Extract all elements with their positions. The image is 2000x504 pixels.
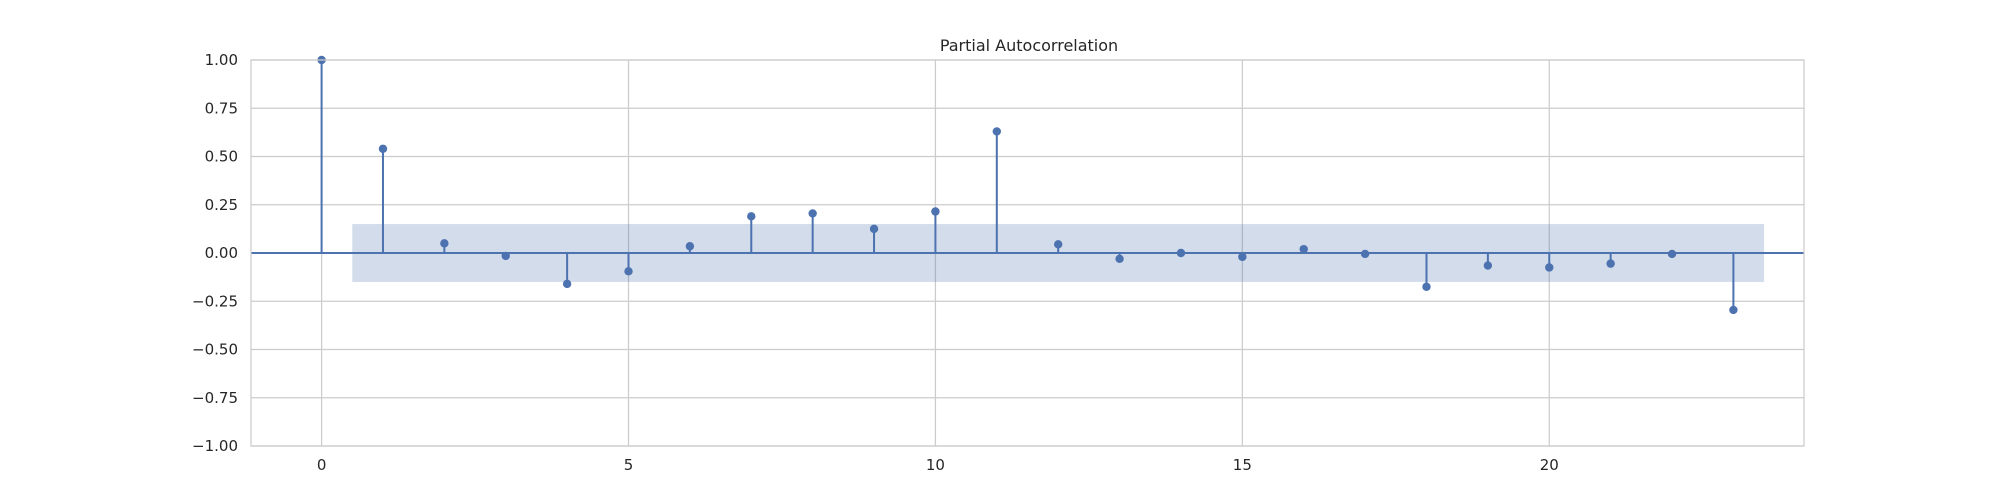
stem-marker <box>931 207 940 216</box>
x-tick-label: 5 <box>624 456 634 474</box>
y-tick-label: 1.00 <box>205 51 238 69</box>
stem-layer <box>317 55 1738 315</box>
stem-marker <box>562 279 572 289</box>
stem-marker <box>1422 282 1431 291</box>
plot-frame <box>250 59 1805 447</box>
stem-marker <box>1729 305 1738 315</box>
x-tick-label: 20 <box>1540 456 1559 474</box>
stem-marker <box>1238 252 1247 262</box>
y-tick-label: 0.50 <box>205 148 238 166</box>
y-tick-label: 0.25 <box>205 196 238 214</box>
stem-marker <box>1176 248 1186 258</box>
y-tick-label: −0.50 <box>192 341 238 359</box>
stem-marker <box>501 251 510 261</box>
stem-marker <box>624 267 633 276</box>
stem-marker <box>869 224 879 234</box>
stem-marker <box>747 212 756 221</box>
stem-marker <box>1115 254 1124 263</box>
stem-marker <box>992 127 1002 136</box>
stem-marker <box>685 242 695 251</box>
stem-marker <box>1360 249 1370 259</box>
y-tick-label: 0.75 <box>205 99 238 117</box>
y-tick-label: −0.75 <box>192 389 238 407</box>
x-tick-label: 10 <box>926 456 945 474</box>
y-tick-label: 0.00 <box>205 244 238 262</box>
chart-title: Partial Autocorrelation <box>940 36 1118 55</box>
stem-marker <box>1483 261 1493 270</box>
stem-marker <box>440 239 449 248</box>
stem-marker <box>808 209 817 218</box>
y-tick-label: −1.00 <box>192 437 238 455</box>
tick-label-layer: 1.00 0.75 0.50 0.25 0.00 −0.25 −0.50 −0.75 −1.00… <box>192 51 1559 474</box>
stem-marker <box>1606 259 1615 268</box>
stem-marker <box>378 144 388 153</box>
stem-marker <box>1545 263 1554 272</box>
x-tick-label: 0 <box>317 456 327 474</box>
y-tick-label: −0.25 <box>192 292 238 310</box>
stem-marker <box>1299 244 1308 254</box>
x-tick-label: 15 <box>1233 456 1252 474</box>
stem-marker <box>1667 249 1677 259</box>
stem-marker <box>1053 240 1063 249</box>
